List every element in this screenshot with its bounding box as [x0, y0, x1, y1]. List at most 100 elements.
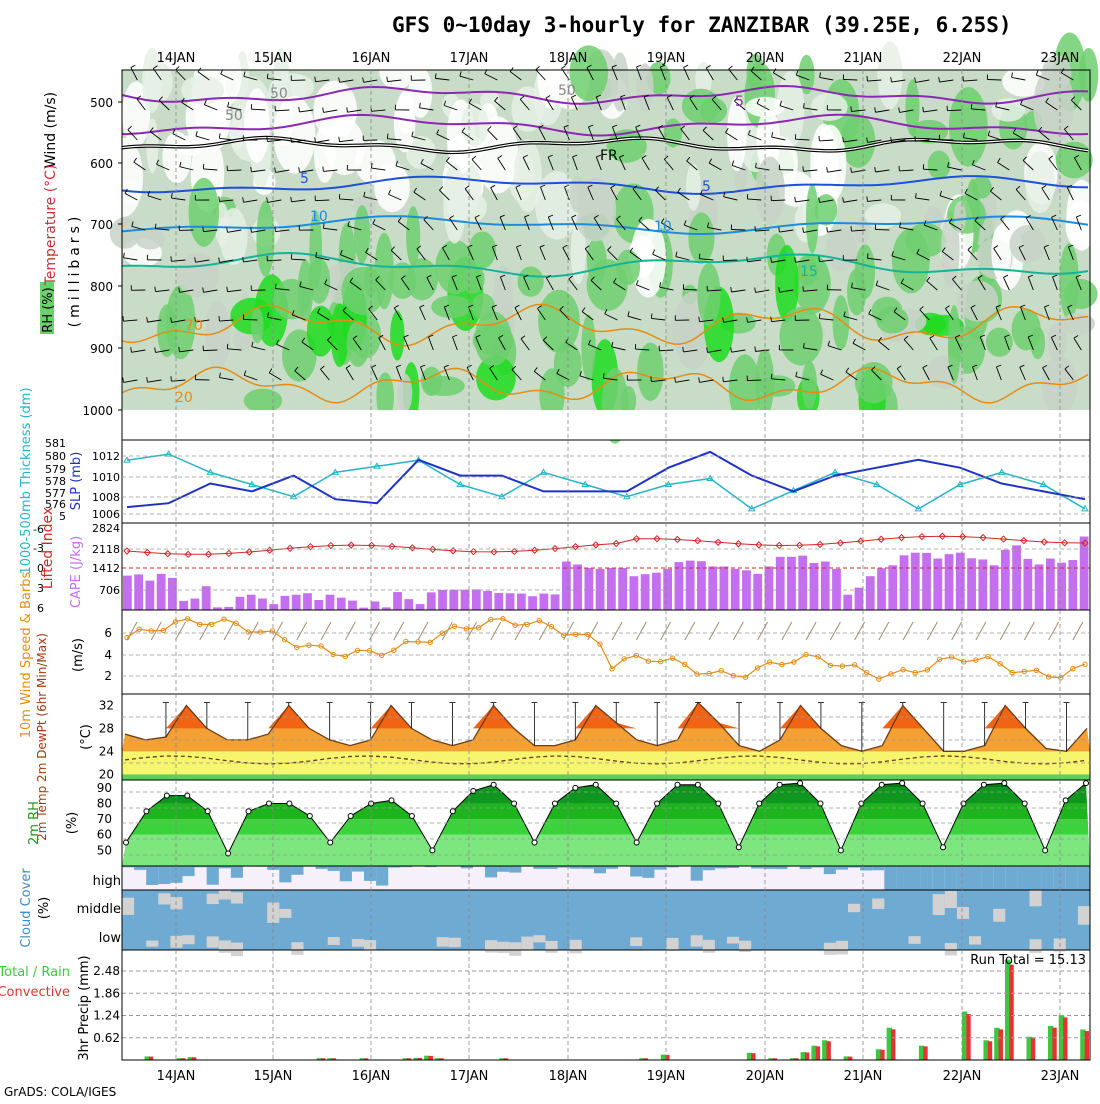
cape-bar [843, 595, 852, 610]
rh-shade-blob [581, 315, 595, 381]
rh-shade-blob [755, 157, 785, 225]
rh-shade-blob [986, 328, 1013, 357]
precip-conv-bar [149, 1057, 153, 1060]
cloud-mid-gap [933, 894, 945, 915]
thickness-tick-label: 580 [45, 450, 66, 463]
rh-marker [838, 848, 843, 853]
rh-marker [716, 801, 721, 806]
wind10-barb [976, 622, 986, 640]
wind10-barb [1000, 622, 1010, 640]
cape-bar [348, 601, 357, 610]
cloud-mid-gap [122, 898, 134, 915]
rh-marker [409, 813, 414, 818]
date-label-top: 16JAN [352, 51, 391, 66]
cloud-high-bar [279, 866, 291, 882]
cloud-high-bar [509, 866, 521, 873]
rh-marker [1022, 801, 1027, 806]
cloud-high-bar [824, 866, 836, 874]
rh-marker [491, 782, 496, 787]
date-label-bottom: 17JAN [450, 1069, 489, 1084]
cloud-high-bar [1030, 866, 1042, 890]
cape-bar [483, 591, 492, 610]
thickness-panel-border [122, 440, 1090, 523]
cloud-mid-gap [993, 909, 1005, 922]
wind10-barb [782, 622, 792, 640]
cloud-mid-gap [848, 904, 860, 912]
cloud-mid-gap [872, 899, 884, 909]
rh-shade-blob [354, 205, 370, 263]
wind-barb [723, 260, 737, 261]
wind10-barb [588, 622, 598, 640]
wind10-barb [1049, 622, 1059, 640]
upper-ylabel-temp: Temperature (°C) [43, 165, 59, 287]
cape-tick-label: 2824 [92, 522, 120, 535]
slp-line [127, 452, 1085, 507]
rh-marker [287, 801, 292, 806]
rh-shade-blob [423, 376, 465, 396]
rh-marker [757, 801, 762, 806]
cape-bar [539, 594, 548, 610]
cape-bar [438, 590, 447, 610]
wind10-barb [394, 622, 404, 640]
upper-ylabel-rh: RH (%) [41, 287, 56, 332]
cape-bar [123, 576, 132, 610]
precip-conv-bar [816, 1046, 820, 1060]
wind10-barb [733, 622, 743, 640]
cape-bar [1012, 545, 1021, 610]
cloud-mid-gap [207, 894, 219, 904]
rh-shade-blob [855, 218, 869, 245]
rh-shade-blob [697, 263, 720, 326]
cape-bar [1046, 559, 1055, 610]
cape-bar [562, 562, 571, 610]
rh-shade-blob [855, 244, 875, 299]
rh-shade-blob [390, 311, 404, 361]
cloud-low-gap [352, 939, 364, 947]
cape-ylabel: CAPE (J/kg) [69, 536, 84, 608]
cape-bar [888, 565, 897, 610]
rh-marker [675, 782, 680, 787]
cloud-high-bar [909, 866, 921, 890]
wind-barb [731, 229, 745, 230]
rh-band [122, 780, 1090, 788]
upper-ylabel-wind: Wind (m/s) [43, 92, 59, 168]
rh-marker [512, 801, 517, 806]
cape-bar [427, 592, 436, 610]
rh-band [122, 835, 1090, 866]
date-label-top: 23JAN [1041, 51, 1080, 66]
thickness-ylabel: 1000-500mb Thickness (dm) [19, 387, 34, 574]
wind-barb [843, 79, 857, 80]
cloud-ylabel: Cloud Cover [19, 868, 34, 948]
cape-bar [337, 598, 346, 610]
cape-bar [281, 596, 290, 610]
rh-shade-blob [144, 61, 173, 103]
cape-bar [641, 574, 650, 610]
rh-shade-blob [273, 96, 315, 173]
rh2m-tick-label: 70 [97, 812, 112, 826]
cape-bar [371, 601, 380, 610]
rh-shade-blob [105, 138, 144, 217]
lifted-ylabel: Lifted Index [40, 507, 56, 589]
wind10-barb [685, 622, 695, 640]
precip-conv-bar [1031, 1038, 1035, 1060]
wind-barb-flag [771, 317, 772, 322]
rh-shade-blob [1009, 225, 1046, 263]
rh-shade-blob [954, 201, 966, 233]
chart-title: GFS 0~10day 3-hourly for ZANZIBAR (39.25… [392, 13, 1012, 37]
rh-marker [348, 813, 353, 818]
cloud-high-bar [328, 866, 340, 871]
cloud-high-bar [1066, 866, 1078, 890]
wind10-barb [661, 622, 671, 640]
cape-bar [146, 581, 155, 610]
cloud-high-bar [981, 866, 993, 890]
precip-ylabel: 3hr Precip (mm) [77, 955, 92, 1060]
wind-barb [243, 319, 257, 320]
cloud-high-bar [630, 866, 642, 876]
slp-tick-label: 1010 [92, 471, 120, 484]
cloud-high-bar [146, 866, 158, 885]
cloud-low-gap [1030, 939, 1042, 953]
isotherm-label: 5 [300, 171, 309, 187]
upper-blank-strip [122, 410, 1090, 440]
cloud-level-label: low [99, 931, 122, 946]
wind-barb-flag [203, 227, 204, 232]
